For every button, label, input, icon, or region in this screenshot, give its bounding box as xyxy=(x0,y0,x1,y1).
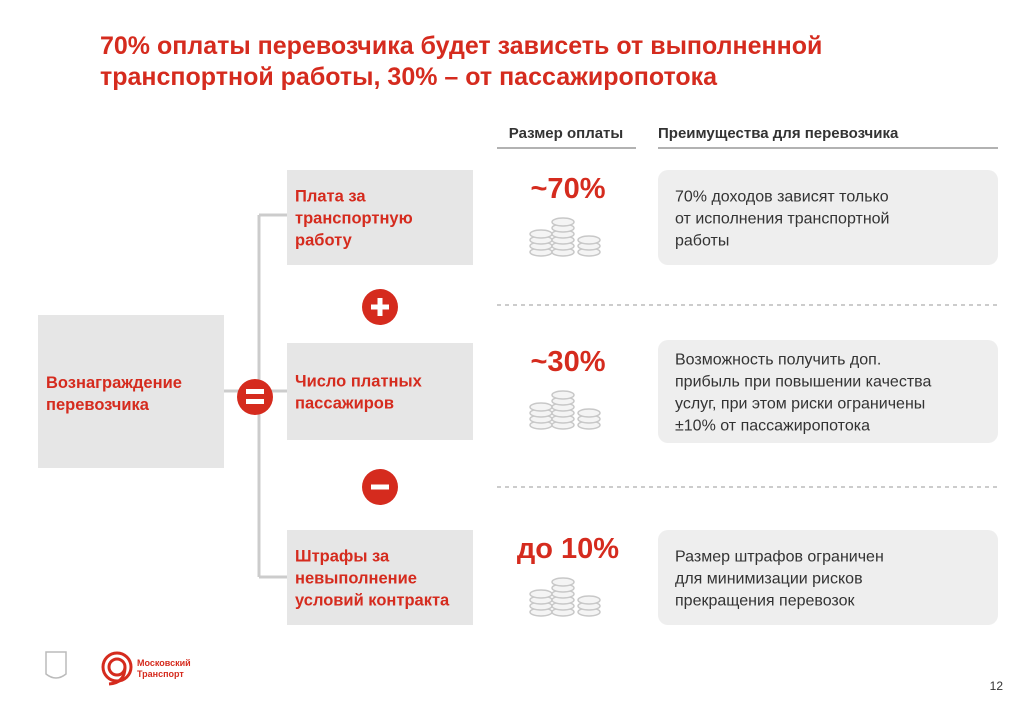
row-label: невыполнение xyxy=(295,570,417,588)
benefit-text: Размер штрафов ограничен xyxy=(675,549,884,566)
coin-icon xyxy=(529,229,553,239)
benefit-text: от исполнения транспортной xyxy=(675,211,890,228)
benefit-text: работы xyxy=(675,233,729,250)
coin-icon xyxy=(551,390,575,400)
column-header: Преимущества для перевозчика xyxy=(658,125,899,142)
coin-icon xyxy=(551,577,575,587)
payment-share: до 10% xyxy=(517,533,619,565)
coin-icon xyxy=(529,589,553,599)
row-label: Число платных xyxy=(295,373,423,391)
payment-share: ~30% xyxy=(531,346,606,378)
footer-emblem xyxy=(45,651,67,679)
coin-icon xyxy=(577,235,601,245)
page-number: 12 xyxy=(990,679,1004,693)
row-box xyxy=(287,170,473,265)
row-label: Плата за xyxy=(295,188,366,206)
payment-share: ~70% xyxy=(531,173,606,205)
row-label: работу xyxy=(295,232,353,250)
benefit-text: для минимизации рисков xyxy=(675,571,863,588)
total-label: перевозчика xyxy=(46,396,150,414)
benefit-box xyxy=(658,170,998,265)
benefit-text: Возможность получить доп. xyxy=(675,352,881,369)
row-label: Штрафы за xyxy=(295,548,390,566)
coin-icon xyxy=(577,408,601,418)
benefit-text: прибыль при повышении качества xyxy=(675,374,931,391)
logo-text: Транспорт xyxy=(137,669,184,679)
benefit-box xyxy=(658,340,998,443)
minus-icon xyxy=(362,469,398,505)
equals-icon xyxy=(237,379,273,415)
row-box xyxy=(287,343,473,440)
logo-text: Московский xyxy=(137,658,191,668)
row-box xyxy=(287,530,473,625)
column-header: Размер оплаты xyxy=(509,125,623,142)
row-label: транспортную xyxy=(295,210,413,228)
coin-icon xyxy=(577,595,601,605)
total-label: Вознаграждение xyxy=(46,374,182,392)
row-label: условий контракта xyxy=(295,592,450,610)
coin-icon xyxy=(529,402,553,412)
coin-icon xyxy=(551,217,575,227)
total-box xyxy=(38,315,224,468)
benefit-text: услуг, при этом риски ограничены xyxy=(675,396,925,413)
benefit-text: 70% доходов зависят только xyxy=(675,189,889,206)
row-label: пассажиров xyxy=(295,395,394,413)
title-line: 70% оплаты перевозчика будет зависеть от… xyxy=(100,32,822,60)
plus-icon xyxy=(362,289,398,325)
footer-logo xyxy=(101,651,133,686)
title-line: транспортной работы, 30% – от пассажироп… xyxy=(100,63,718,91)
benefit-text: ±10% от пассажиропотока xyxy=(675,418,870,435)
benefit-box xyxy=(658,530,998,625)
benefit-text: прекращения перевозок xyxy=(675,593,855,610)
